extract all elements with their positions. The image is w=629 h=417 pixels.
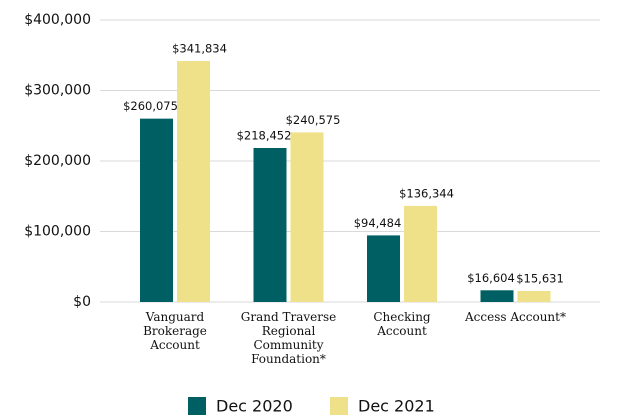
legend-swatch: [188, 397, 206, 415]
x-tick-label: Vanguard Brokerage Account: [143, 310, 207, 352]
value-label: $94,484: [354, 216, 402, 230]
legend-label: Dec 2020: [216, 397, 293, 416]
y-tick-label: $100,000: [24, 224, 91, 240]
value-label: $136,344: [399, 186, 454, 200]
value-label: $15,631: [516, 271, 564, 285]
bar: [177, 61, 210, 302]
value-label: $260,075: [123, 99, 178, 113]
y-tick-label: $300,000: [24, 83, 91, 99]
y-tick-label: $400,000: [24, 12, 91, 28]
bar: [517, 290, 551, 302]
x-tick-label: Grand Traverse Regional Community Founda…: [240, 310, 337, 366]
x-tick-label: Access Account*: [465, 310, 566, 324]
value-label: $16,604: [467, 271, 515, 285]
bar: [140, 118, 173, 302]
value-label: $341,834: [172, 42, 227, 56]
bar: [253, 147, 287, 302]
y-tick-label: $200,000: [24, 153, 91, 169]
value-label: $218,452: [237, 128, 292, 142]
legend-label: Dec 2021: [358, 397, 435, 416]
x-tick-label: Checking Account: [373, 310, 431, 338]
bar: [290, 132, 324, 302]
value-label: $240,575: [286, 113, 341, 127]
bar: [480, 290, 514, 302]
bar: [367, 235, 400, 302]
bar: [404, 205, 437, 302]
legend-swatch: [330, 397, 348, 415]
y-tick-label: $0: [73, 294, 91, 310]
